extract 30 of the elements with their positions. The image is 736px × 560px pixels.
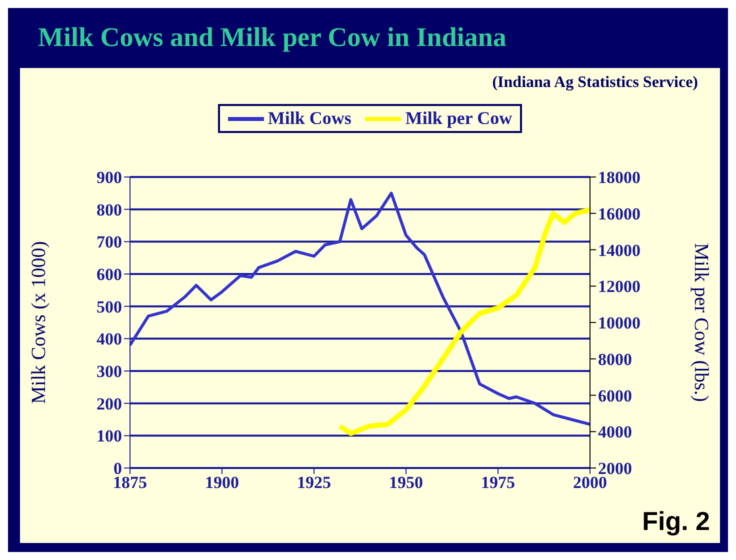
y-tick-label: 200 — [96, 394, 122, 414]
y-tick-label: 700 — [96, 232, 122, 252]
y2-axis-title: Milk per Cow (lbs.) — [690, 243, 712, 402]
y2-tick-label: 6000 — [598, 386, 632, 406]
x-tick-label: 1900 — [205, 473, 239, 492]
y-tick-label: 600 — [96, 265, 122, 284]
legend-label: Milk Cows — [266, 108, 352, 129]
y-tick-label: 100 — [96, 426, 122, 446]
y-tick-label: 900 — [96, 168, 122, 188]
x-tick-label: 2000 — [573, 473, 607, 492]
y2-tick-label: 8000 — [598, 350, 632, 369]
y2-tick-label: 16000 — [598, 204, 640, 224]
chart-subtitle: (Indiana Ag Statistics Service) — [492, 74, 698, 92]
y2-tick-label: 10000 — [598, 314, 640, 333]
y-tick-label: 300 — [96, 362, 122, 382]
caption: Fig. 2 — [642, 506, 710, 537]
y2-tick-label: 4000 — [598, 422, 632, 442]
x-tick-label: 1875 — [113, 473, 147, 492]
x-tick-label: 1975 — [481, 473, 515, 492]
y-tick-label: 500 — [96, 297, 122, 316]
chart-title: Milk Cows and Milk per Cow in Indiana — [38, 22, 506, 53]
y2-tick-label: 12000 — [598, 277, 640, 296]
y-tick-label: 400 — [96, 330, 122, 349]
y-axis-title: Milk Cows (x 1000) — [28, 241, 50, 404]
y2-tick-label: 14000 — [598, 240, 640, 260]
y-tick-label: 800 — [96, 200, 122, 220]
x-tick-label: 1925 — [297, 473, 331, 492]
legend-label: Milk per Cow — [404, 108, 512, 129]
x-tick-label: 1950 — [389, 473, 423, 492]
y2-tick-label: 18000 — [598, 168, 640, 188]
